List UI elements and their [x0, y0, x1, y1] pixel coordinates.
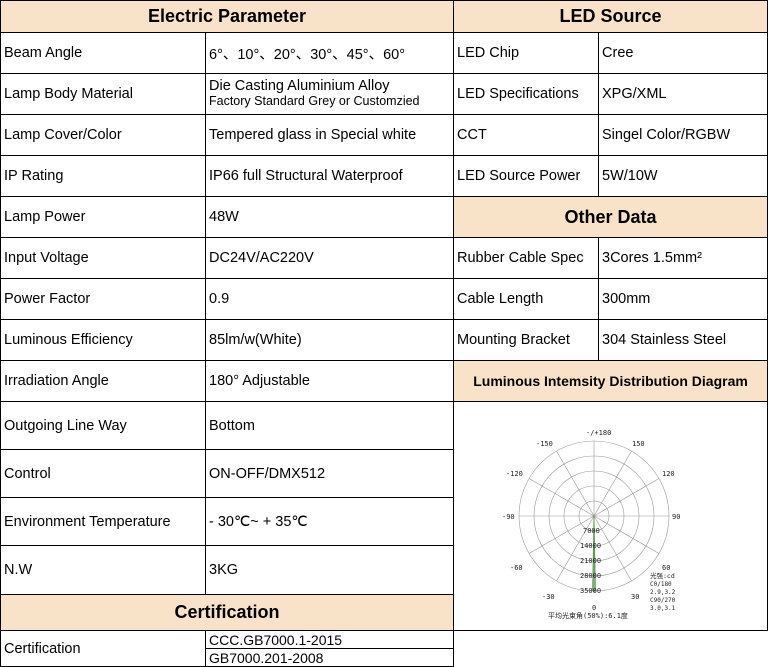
luminous-efficiency-value: 85lm/w(White) [204, 319, 455, 361]
angle-label-top: -/+180 [586, 429, 611, 437]
led-specifications-value: XPG/XML [598, 73, 769, 115]
environment-temperature-label: Environment Temperature [0, 497, 206, 547]
net-weight-value: 3KG [204, 545, 455, 595]
led-specifications-label: LED Specifications [453, 73, 600, 115]
angle-label-l120: -120 [506, 470, 523, 478]
mounting-bracket-label: Mounting Bracket [453, 319, 600, 361]
polar-distribution-diagram: -/+180 -150 150 -120 120 -90 90 -60 60 -… [502, 429, 680, 620]
legend-title: 光强:cd [650, 571, 675, 580]
angle-label-l60: -60 [510, 564, 523, 572]
distribution-diagram-header: Luminous Intemsity Distribution Diagram [453, 360, 769, 402]
control-value: ON-OFF/DMX512 [204, 449, 455, 499]
ring-value-label: 7000 [583, 527, 600, 535]
irradiation-angle-label: Irradiation Angle [0, 360, 206, 402]
net-weight-label: N.W [0, 545, 206, 595]
angle-label-r60: 60 [662, 564, 670, 572]
lamp-cover-color-label: Lamp Cover/Color [0, 114, 206, 156]
ring-value-labels: 7000 14000 21000 28000 35000 [580, 527, 601, 595]
led-chip-value: Cree [598, 32, 769, 74]
input-voltage-label: Input Voltage [0, 237, 206, 279]
certification-label: Certification [0, 630, 206, 667]
ip-rating-value: IP66 full Structural Waterproof [204, 155, 455, 197]
ip-rating-label: IP Rating [0, 155, 206, 197]
lamp-power-label: Lamp Power [0, 196, 206, 238]
legend-line: 2.9,3.2 [650, 589, 676, 596]
distribution-diagram-cell: -/+180 -150 150 -120 120 -90 90 -60 60 -… [453, 401, 769, 631]
angle-label-bottom: 0 [592, 604, 596, 612]
certification-header: Certification [0, 593, 455, 632]
lamp-body-material-value: Die Casting Aluminium Alloy Factory Stan… [204, 73, 455, 115]
ring-value-label: 14000 [580, 542, 601, 550]
lamp-body-material-label: Lamp Body Material [0, 73, 206, 115]
ring-value-label: 21000 [580, 557, 601, 565]
cct-value: Singel Color/RGBW [598, 114, 769, 156]
rubber-cable-spec-label: Rubber Cable Spec [453, 237, 600, 279]
led-chip-label: LED Chip [453, 32, 600, 74]
lamp-power-value: 48W [204, 196, 455, 238]
certification-values: CCC.GB7000.1-2015 GB7000.201-2008 [204, 630, 455, 667]
ring-value-label: 28000 [580, 572, 601, 580]
beam-angle-label: Beam Angle [0, 32, 206, 74]
legend-line: C90/270 [650, 597, 676, 604]
outgoing-line-way-label: Outgoing Line Way [0, 400, 206, 451]
angle-label-r120: 120 [662, 470, 675, 478]
power-factor-label: Power Factor [0, 278, 206, 320]
angle-label-l30: -30 [542, 593, 555, 601]
rubber-cable-spec-value: 3Cores 1.5mm² [598, 237, 769, 279]
legend: 光强:cd C0/180 2.9,3.2 C90/270 3.0,3.1 [650, 571, 676, 612]
other-data-header: Other Data [453, 196, 769, 238]
led-source-power-label: LED Source Power [453, 155, 600, 197]
lamp-cover-color-value: Tempered glass in Special white [204, 114, 455, 156]
led-source-power-value: 5W/10W [598, 155, 769, 197]
angle-label-r30: 30 [631, 593, 639, 601]
certification-list: CCC.GB7000.1-2015 GB7000.201-2008 [206, 631, 453, 666]
ring-value-label: 35000 [580, 587, 601, 595]
legend-line: C0/180 [650, 581, 672, 588]
intensity-curve [592, 515, 596, 593]
electric-parameter-header: Electric Parameter [0, 0, 455, 33]
cct-label: CCT [453, 114, 600, 156]
angle-label-r150: 150 [632, 440, 645, 448]
certification-value: GB7000.201-2008 [209, 649, 324, 666]
cable-length-label: Cable Length [453, 278, 600, 320]
control-label: Control [0, 449, 206, 499]
mounting-bracket-value: 304 Stainless Steel [598, 319, 769, 361]
led-source-header: LED Source [453, 0, 769, 33]
luminous-efficiency-label: Luminous Efficiency [0, 319, 206, 361]
angle-labels: -/+180 -150 150 -120 120 -90 90 -60 60 -… [502, 429, 680, 612]
angle-label-l90: -90 [502, 513, 515, 521]
outgoing-line-way-value: Bottom [204, 400, 455, 451]
lamp-body-material-line1: Die Casting Aluminium Alloy [209, 78, 390, 94]
diagram-caption: 平均光束角(50%):6.1度 [548, 611, 628, 620]
angle-label-l150: -150 [536, 440, 553, 448]
angle-label-r90: 90 [672, 513, 680, 521]
legend-line: 3.0,3.1 [650, 605, 676, 612]
lamp-body-material-line2: Factory Standard Grey or Customzied [209, 94, 420, 108]
input-voltage-value: DC24V/AC220V [204, 237, 455, 279]
beam-angle-value: 6°、10°、20°、30°、45°、60° [204, 32, 455, 74]
irradiation-angle-value: 180° Adjustable [204, 360, 455, 402]
cable-length-value: 300mm [598, 278, 769, 320]
environment-temperature-value: - 30℃~ + 35℃ [204, 497, 455, 547]
power-factor-value: 0.9 [204, 278, 455, 320]
